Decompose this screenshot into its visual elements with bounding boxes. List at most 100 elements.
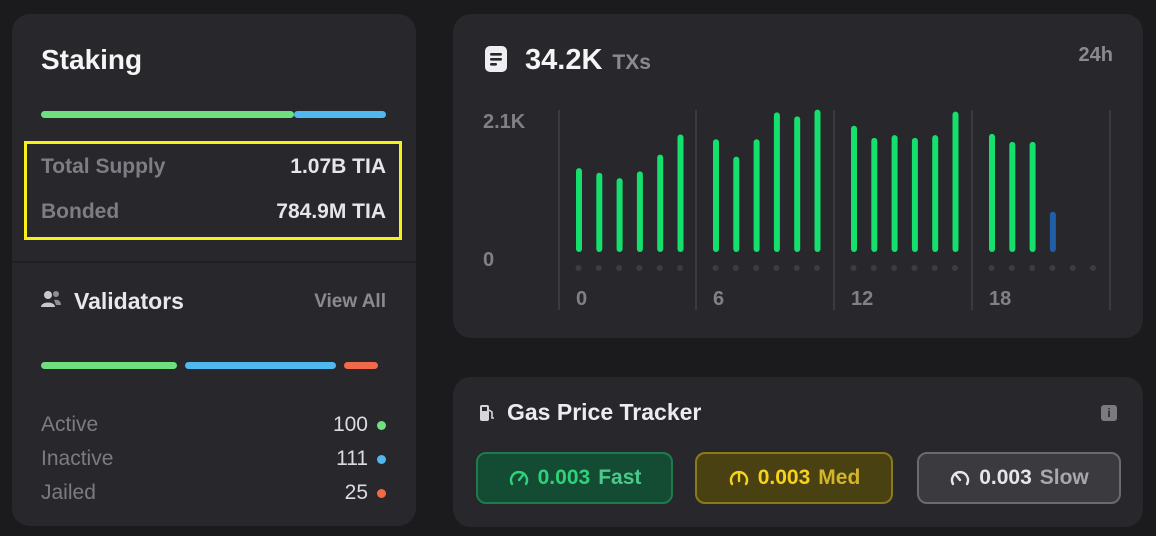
validators-header: Validators xyxy=(40,288,184,315)
hour-dot xyxy=(656,265,663,271)
gas-fast-value: 0.003 xyxy=(537,466,591,489)
hour-dot xyxy=(931,265,938,271)
period-label: 24h xyxy=(1078,44,1113,66)
validators-bar-jailed xyxy=(344,362,378,369)
tx-bar[interactable] xyxy=(753,139,760,252)
tx-bar[interactable] xyxy=(636,171,643,252)
tx-bar[interactable] xyxy=(794,116,801,252)
tx-bar[interactable] xyxy=(733,156,740,252)
info-icon[interactable]: i xyxy=(1101,405,1117,421)
status-label: Active xyxy=(41,413,99,436)
gas-title: Gas Price Tracker xyxy=(507,399,702,425)
y-tick-max: 2.1K xyxy=(483,111,526,133)
transactions-card: 34.2K TXs 24h 2.1K 0 0 6 12 18 xyxy=(453,14,1143,338)
validator-status-active: Active 100 xyxy=(41,413,386,437)
x-tick-label: 12 xyxy=(851,288,873,310)
gas-fast-label: Fast xyxy=(598,466,642,489)
hour-dot xyxy=(595,265,602,271)
tx-bar[interactable] xyxy=(952,111,959,253)
gas-fast-button[interactable]: 0.003 Fast xyxy=(476,452,673,504)
gas-header: Gas Price Tracker xyxy=(479,399,701,426)
divider xyxy=(12,261,416,263)
status-count: 111 xyxy=(336,447,368,470)
hour-dot xyxy=(712,265,719,271)
x-tick-label: 18 xyxy=(989,288,1011,310)
status-label: Jailed xyxy=(41,481,96,504)
tx-bar[interactable] xyxy=(677,134,684,253)
bonded-row: Bonded 784.9M TIA xyxy=(41,200,386,224)
hour-dot xyxy=(1090,265,1096,271)
hour-dot xyxy=(753,265,760,271)
staking-title: Staking xyxy=(41,44,143,75)
validator-status-inactive: Inactive 111 xyxy=(41,447,386,471)
tx-bar[interactable] xyxy=(713,139,719,252)
hour-dot xyxy=(677,265,683,271)
tx-bar[interactable] xyxy=(657,154,664,252)
status-dot xyxy=(377,420,386,430)
document-icon xyxy=(485,46,507,72)
hour-dot xyxy=(636,265,643,271)
hour-dot xyxy=(988,265,995,271)
tx-bar[interactable] xyxy=(911,137,918,252)
hour-dot xyxy=(952,265,958,271)
validators-title: Validators xyxy=(74,288,184,314)
hour-dot xyxy=(773,265,780,271)
supply-highlight-box xyxy=(24,141,402,240)
hour-dot xyxy=(1049,265,1056,271)
users-icon xyxy=(40,289,62,314)
hour-dot xyxy=(575,265,582,271)
hour-dot xyxy=(870,265,877,271)
validator-status-jailed: Jailed 25 xyxy=(41,481,386,505)
supply-bar-bonded xyxy=(41,111,294,118)
total-supply-row: Total Supply 1.07B TIA xyxy=(41,155,386,179)
hour-dot xyxy=(1029,265,1036,271)
status-count: 25 xyxy=(344,481,368,504)
tx-bar[interactable] xyxy=(596,172,603,252)
gas-med-label: Med xyxy=(818,466,861,489)
total-supply-value: 1.07B TIA xyxy=(290,155,386,178)
tx-bar[interactable] xyxy=(1029,141,1036,252)
tx-unit: TXs xyxy=(612,51,651,74)
x-tick-label: 6 xyxy=(713,288,724,310)
tx-bar[interactable] xyxy=(773,112,780,252)
gas-pump-icon xyxy=(480,404,494,421)
tx-bar[interactable] xyxy=(989,133,995,252)
validators-bar-active xyxy=(41,362,177,369)
view-all-link[interactable]: View All xyxy=(314,291,386,312)
status-dot xyxy=(377,488,386,498)
hour-dot xyxy=(891,265,898,271)
validators-bar-inactive xyxy=(185,362,336,369)
speedometer-med-icon xyxy=(729,471,748,486)
tx-bar[interactable] xyxy=(1049,211,1056,252)
total-supply-label: Total Supply xyxy=(41,155,166,178)
bonded-value: 784.9M TIA xyxy=(276,200,386,223)
tx-bar[interactable] xyxy=(576,168,582,252)
status-label: Inactive xyxy=(41,447,114,470)
gas-slow-button[interactable]: 0.003 Slow xyxy=(917,452,1121,504)
x-tick-label: 0 xyxy=(576,288,587,310)
tx-bar[interactable] xyxy=(891,135,898,252)
y-tick-zero: 0 xyxy=(483,249,495,271)
tx-bar[interactable] xyxy=(851,125,857,252)
gas-tracker-card: Gas Price Tracker i 0.003 Fast 0.003 Med… xyxy=(453,377,1143,527)
gas-med-button[interactable]: 0.003 Med xyxy=(695,452,893,504)
staking-card: Staking Total Supply 1.07B TIA Bonded 78… xyxy=(12,14,416,526)
tx-header: 34.2K TXs xyxy=(525,44,651,77)
tx-bar[interactable] xyxy=(1009,141,1016,252)
speedometer-fast-icon xyxy=(509,471,528,486)
hour-dot xyxy=(1008,265,1015,271)
tx-bar[interactable] xyxy=(616,178,623,252)
hour-dot xyxy=(1069,265,1076,271)
gas-slow-label: Slow xyxy=(1039,466,1089,489)
hour-dot xyxy=(732,265,739,271)
speedometer-slow-icon xyxy=(951,471,970,486)
tx-bar[interactable] xyxy=(814,109,821,253)
hour-dot xyxy=(616,265,623,271)
supply-bar-unbonded xyxy=(294,111,386,118)
gas-med-value: 0.003 xyxy=(757,466,811,489)
tx-bar[interactable] xyxy=(932,135,939,252)
hour-dot xyxy=(911,265,918,271)
status-count: 100 xyxy=(332,413,368,436)
tx-count: 34.2K xyxy=(525,44,603,76)
tx-bar[interactable] xyxy=(871,137,878,252)
